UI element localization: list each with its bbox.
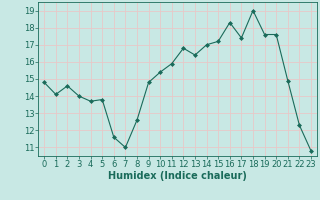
X-axis label: Humidex (Indice chaleur): Humidex (Indice chaleur) [108,171,247,181]
